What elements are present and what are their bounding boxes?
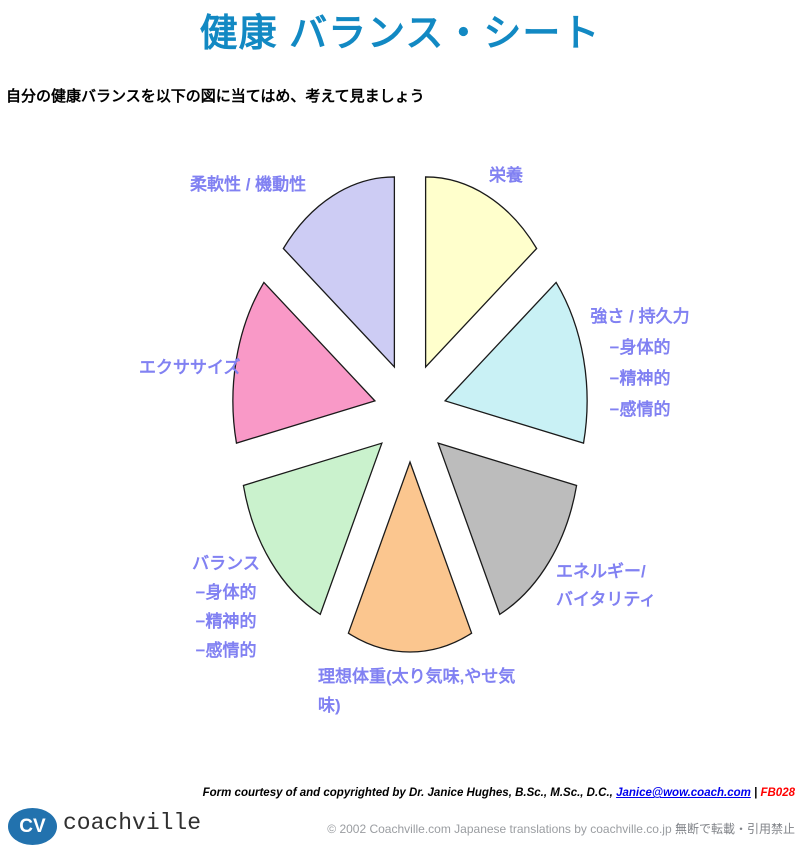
pie-segment-5 [242, 442, 383, 616]
reproduction-notice: 無断で転載・引用禁止 [674, 822, 795, 836]
page-title: 健康 バランス・シート [199, 13, 601, 55]
wedge-label-exercise: エクササイズ [139, 358, 241, 377]
coachville-logo: CV [8, 808, 57, 845]
pie-segment-4 [347, 460, 473, 653]
pie-segment-3 [437, 442, 578, 616]
pie-segment-6 [232, 281, 377, 444]
wedge-label-flexibility: 柔軟性 / 機動性 [190, 175, 307, 194]
brand-name: coachville [63, 810, 202, 836]
wedge-label-strength: 強さ / 持久力 −身体的 −精神的 −感情的 [590, 307, 690, 419]
logo-initials: CV [19, 815, 46, 837]
form-code: FB028 [760, 787, 795, 799]
page-subtitle: 自分の健康バランスを以下の図に当てはめ、考えて見ましょう [6, 88, 425, 105]
credit-separator: | [750, 787, 761, 799]
credit-line: Form courtesy of and copyrighted by Dr. … [203, 787, 795, 799]
credit-text: Form courtesy of and copyrighted by Dr. … [202, 787, 613, 799]
copyright-line: © 2002 Coachville.com Japanese translati… [327, 820, 795, 837]
wedge-label-energy: エネルギー/ バイタリティ [556, 562, 657, 609]
pie-segment-7 [282, 176, 396, 369]
pie-segment-2 [443, 281, 588, 444]
wedge-label-nutrition: 栄養 [489, 166, 523, 185]
wedge-label-balance: バランス −身体的 −精神的 −感情的 [192, 554, 260, 660]
copyright-text: © 2002 Coachville.com Japanese translati… [327, 822, 672, 836]
credit-email-link[interactable]: Janice@wow.coach.com [616, 787, 751, 799]
pie-segment-1 [424, 176, 538, 369]
wedge-label-ideal-weight: 理想体重(太り気味,やせ気 味) [318, 667, 516, 715]
